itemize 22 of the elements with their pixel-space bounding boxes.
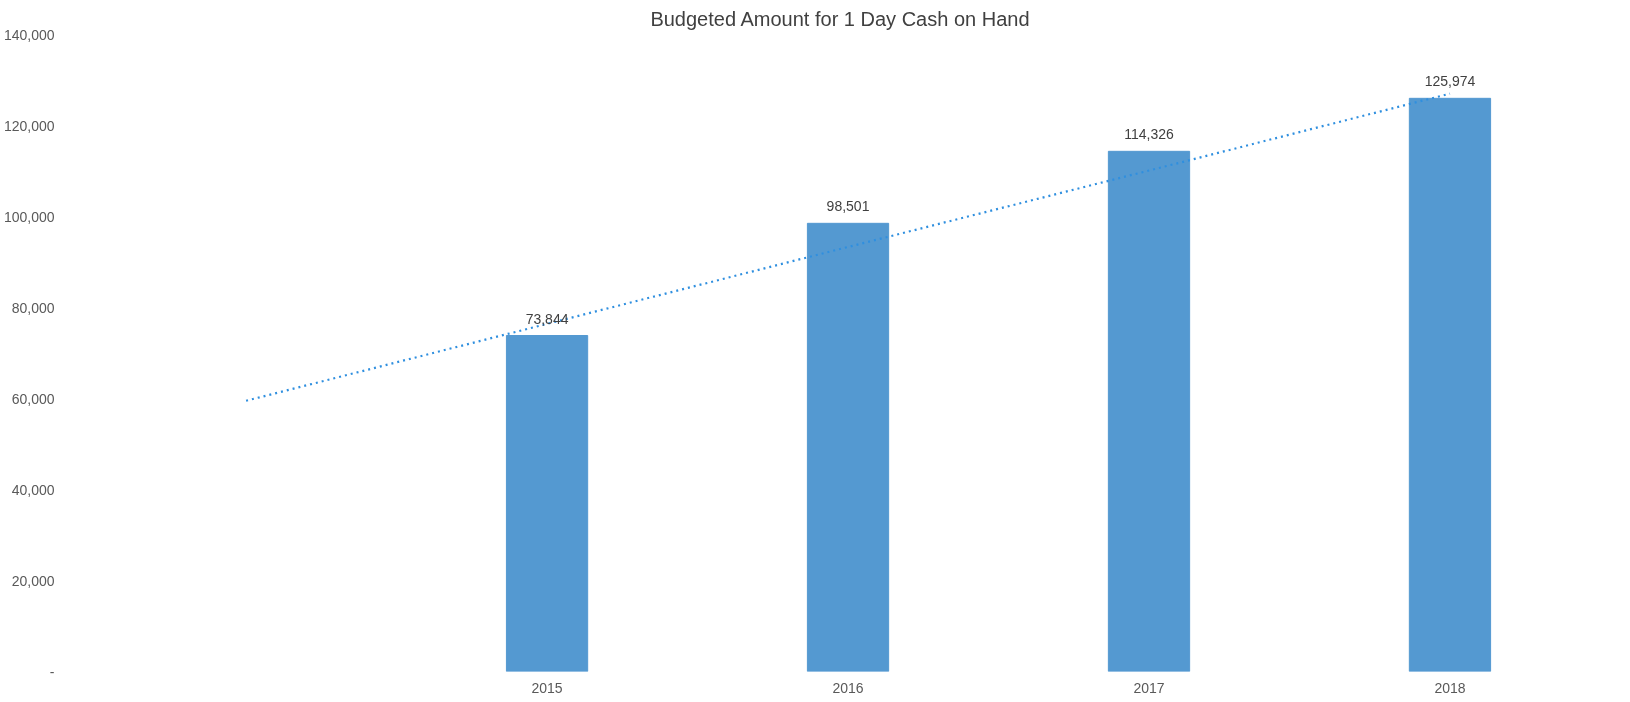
x-tick-label: 2017 xyxy=(1133,679,1165,696)
bar xyxy=(1107,150,1191,672)
data-label: 98,501 xyxy=(826,198,870,215)
data-label: 114,326 xyxy=(1124,126,1174,143)
y-tick-label: 80,000 xyxy=(11,299,55,316)
y-tick-label: - xyxy=(49,663,55,680)
x-tick-label: 2018 xyxy=(1434,679,1466,696)
line-series xyxy=(244,92,1452,402)
bar xyxy=(505,335,589,672)
chart-title: Budgeted Amount for 1 Day Cash on Hand xyxy=(650,7,1030,30)
y-tick-label: 140,000 xyxy=(3,26,55,43)
data-label: 73,844 xyxy=(525,310,569,327)
data-label: 125,974 xyxy=(1424,73,1476,90)
bar xyxy=(806,222,890,672)
y-tick-label: 60,000 xyxy=(11,390,55,407)
bar xyxy=(1408,97,1492,672)
y-tick-label: 20,000 xyxy=(11,572,55,589)
x-tick-label: 2015 xyxy=(531,679,563,696)
y-tick-label: 40,000 xyxy=(11,481,55,498)
y-tick-label: 120,000 xyxy=(3,117,55,134)
x-tick-label: 2016 xyxy=(832,679,864,696)
y-tick-label: 100,000 xyxy=(3,208,55,225)
